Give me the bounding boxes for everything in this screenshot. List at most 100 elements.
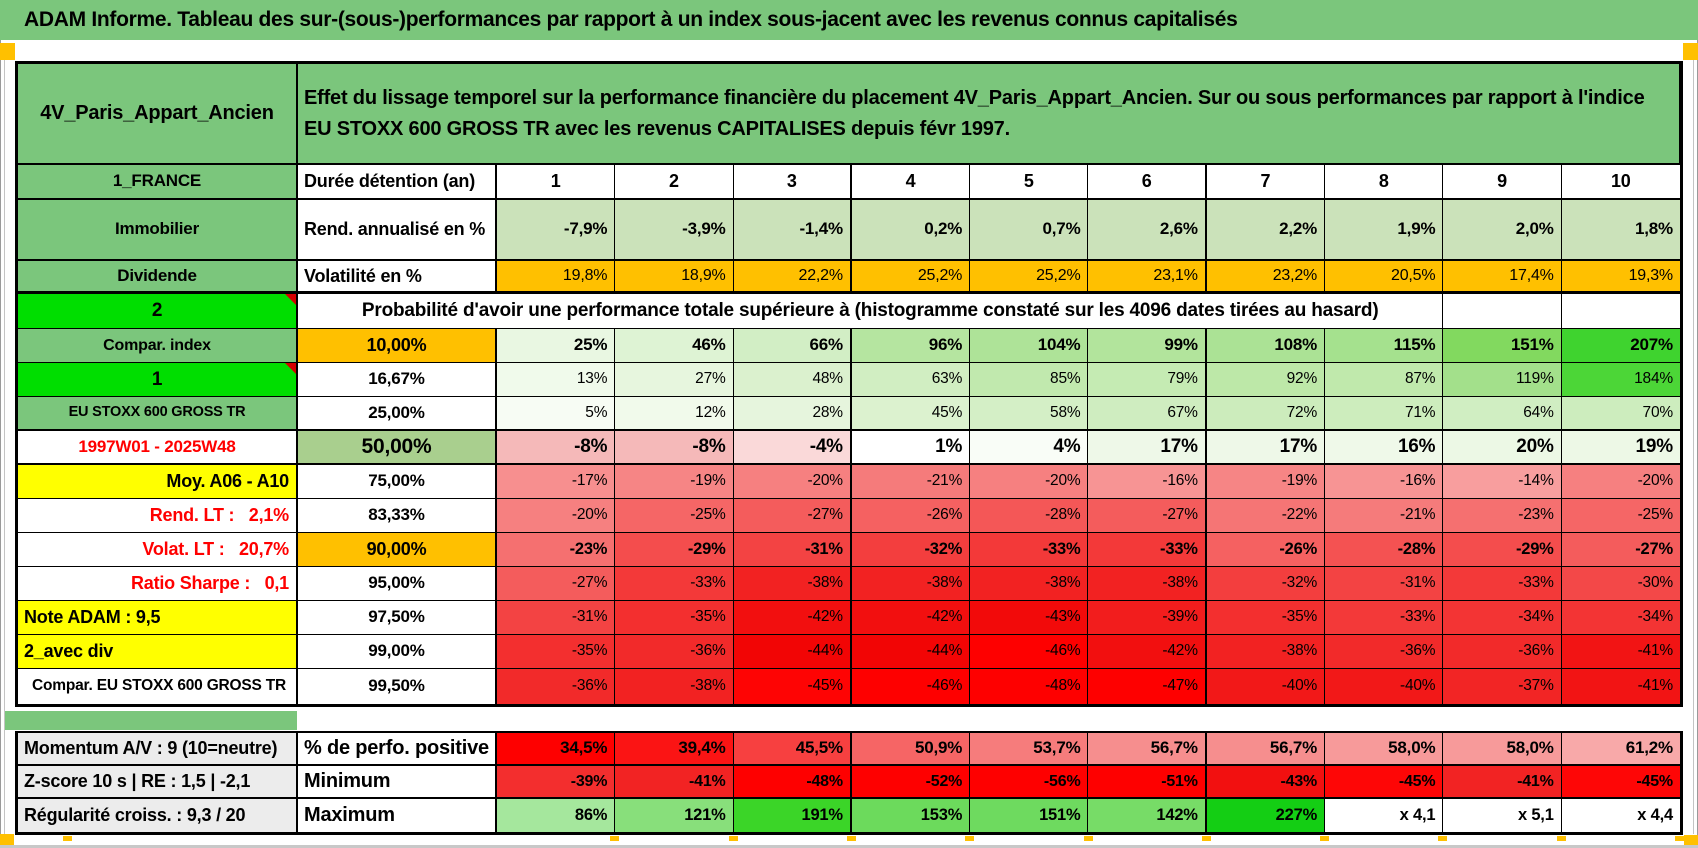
p83-row-value: -27% bbox=[733, 499, 852, 533]
column-marker-tick bbox=[1438, 836, 1447, 841]
header-row-label: 4V_Paris_Appart_Ancien bbox=[18, 64, 298, 165]
minimum-row-value: -41% bbox=[615, 766, 734, 799]
column-marker-tick bbox=[610, 836, 619, 841]
p90-row-value: -23% bbox=[497, 533, 616, 567]
maximum-row-value: x 4,4 bbox=[1561, 799, 1680, 832]
holding-period-row-value: 7 bbox=[1206, 165, 1326, 200]
column-marker-tick bbox=[1202, 836, 1211, 841]
p75-row-threshold: 75,00% bbox=[298, 465, 497, 499]
positive-perf-row-value: 39,4% bbox=[615, 733, 734, 766]
p995-row-value: -40% bbox=[1325, 669, 1444, 704]
header-row-span: Effet du lissage temporel sur la perform… bbox=[298, 64, 1680, 165]
probability-title-row-empty-cell bbox=[1561, 294, 1680, 329]
p83-row-value: -21% bbox=[1325, 499, 1444, 533]
p25-row-label: EU STOXX 600 GROSS TR bbox=[18, 397, 298, 431]
annualized-return-row-value: 1,8% bbox=[1561, 200, 1680, 261]
maximum-row-value: 191% bbox=[733, 799, 852, 832]
annualized-return-row-value: 2,6% bbox=[1088, 200, 1207, 261]
p25-row-value: 70% bbox=[1561, 397, 1680, 431]
volatility-row-value: 23,1% bbox=[1088, 261, 1207, 294]
volatility-row-label: Dividende bbox=[18, 261, 298, 294]
volatility-row-value: 17,4% bbox=[1443, 261, 1562, 294]
p90-row-value: -26% bbox=[1206, 533, 1326, 567]
p90-row-value: -33% bbox=[970, 533, 1089, 567]
p50-row-value: 1% bbox=[851, 431, 971, 465]
p95-row-value: -38% bbox=[851, 567, 971, 601]
p16-row-value: 92% bbox=[1206, 363, 1326, 397]
positive-perf-row-threshold: % de perfo. positive bbox=[298, 733, 497, 766]
positive-perf-row-value: 56,7% bbox=[1206, 733, 1326, 766]
positive-perf-row-value: 61,2% bbox=[1561, 733, 1680, 766]
p75-row-value: -19% bbox=[1206, 465, 1326, 499]
p75-row-value: -19% bbox=[615, 465, 734, 499]
p25-row-value: 58% bbox=[970, 397, 1089, 431]
positive-perf-row-value: 56,7% bbox=[1088, 733, 1207, 766]
volatility-row-value: 20,5% bbox=[1325, 261, 1444, 294]
p97-row-value: -35% bbox=[615, 601, 734, 635]
comment-indicator-icon bbox=[285, 294, 296, 305]
positive-perf-row-value: 50,9% bbox=[851, 733, 971, 766]
p16-row-value: 85% bbox=[970, 363, 1089, 397]
volatility-row-value: 22,2% bbox=[733, 261, 852, 294]
holding-period-row-value: 5 bbox=[970, 165, 1089, 200]
p99-row-threshold: 99,00% bbox=[298, 635, 497, 669]
holding-period-row-value: 8 bbox=[1325, 165, 1444, 200]
p90-row-value: -31% bbox=[733, 533, 852, 567]
minimum-row-value: -41% bbox=[1443, 766, 1562, 799]
p90-row-value: -33% bbox=[1088, 533, 1207, 567]
p83-row-value: -28% bbox=[970, 499, 1089, 533]
p50-row-value: 20% bbox=[1443, 431, 1562, 465]
p99-row-value: -46% bbox=[970, 635, 1089, 669]
positive-perf-row-value: 58,0% bbox=[1325, 733, 1444, 766]
p995-row-value: -37% bbox=[1443, 669, 1562, 704]
p16-row-value: 13% bbox=[497, 363, 616, 397]
p97-row-threshold: 97,50% bbox=[298, 601, 497, 635]
page-title: ADAM Informe. Tableau des sur-(sous-)per… bbox=[24, 8, 1238, 31]
p95-row-value: -31% bbox=[1325, 567, 1444, 601]
probability-title-row-label[interactable]: 2 bbox=[18, 294, 298, 329]
p50-row-value: 4% bbox=[970, 431, 1089, 465]
p16-row-value: 87% bbox=[1325, 363, 1444, 397]
positive-perf-row-value: 34,5% bbox=[497, 733, 616, 766]
p10-row-value: 108% bbox=[1206, 329, 1326, 363]
p10-row-value: 66% bbox=[733, 329, 852, 363]
p16-row-label[interactable]: 1 bbox=[18, 363, 298, 397]
p90-row-label: Volat. LT : 20,7% bbox=[18, 533, 298, 567]
green-spacer bbox=[5, 711, 297, 730]
p16-row-value: 119% bbox=[1443, 363, 1562, 397]
annualized-return-row-value: -1,4% bbox=[733, 200, 852, 261]
p90-row-threshold: 90,00% bbox=[298, 533, 497, 567]
p95-row-value: -30% bbox=[1561, 567, 1680, 601]
page-break-line-left bbox=[4, 60, 5, 834]
minimum-row-value: -52% bbox=[851, 766, 971, 799]
volatility-row-value: 19,3% bbox=[1561, 261, 1680, 294]
p99-row-value: -44% bbox=[851, 635, 971, 669]
p99-row-value: -35% bbox=[497, 635, 616, 669]
maximum-row-value: x 4,1 bbox=[1325, 799, 1444, 832]
p25-row-threshold: 25,00% bbox=[298, 397, 497, 431]
p995-row-threshold: 99,50% bbox=[298, 669, 497, 704]
p99-row-value: -36% bbox=[1325, 635, 1444, 669]
p25-row-value: 67% bbox=[1088, 397, 1207, 431]
positive-perf-row-value: 58,0% bbox=[1443, 733, 1562, 766]
page-margin-marker-top-left bbox=[0, 43, 15, 60]
p25-row-value: 5% bbox=[497, 397, 616, 431]
maximum-row-value: 227% bbox=[1206, 799, 1326, 832]
column-marker-tick bbox=[63, 836, 72, 841]
p995-row-value: -48% bbox=[970, 669, 1089, 704]
annualized-return-row-threshold: Rend. annualisé en % bbox=[298, 200, 497, 261]
minimum-row-value: -45% bbox=[1561, 766, 1680, 799]
p95-row-value: -27% bbox=[497, 567, 616, 601]
p75-row-value: -20% bbox=[970, 465, 1089, 499]
volatility-row-value: 18,9% bbox=[615, 261, 734, 294]
p97-row-value: -34% bbox=[1561, 601, 1680, 635]
column-marker-tick bbox=[729, 836, 738, 841]
page-margin-marker-bottom-right bbox=[1684, 835, 1698, 848]
column-marker-tick bbox=[847, 836, 856, 841]
column-marker-tick bbox=[1084, 836, 1093, 841]
p75-row-value: -16% bbox=[1088, 465, 1207, 499]
p25-row-value: 71% bbox=[1325, 397, 1444, 431]
p90-row-value: -28% bbox=[1325, 533, 1444, 567]
p50-row-value: 19% bbox=[1561, 431, 1680, 465]
page-margin-marker-bottom-left bbox=[0, 834, 14, 848]
